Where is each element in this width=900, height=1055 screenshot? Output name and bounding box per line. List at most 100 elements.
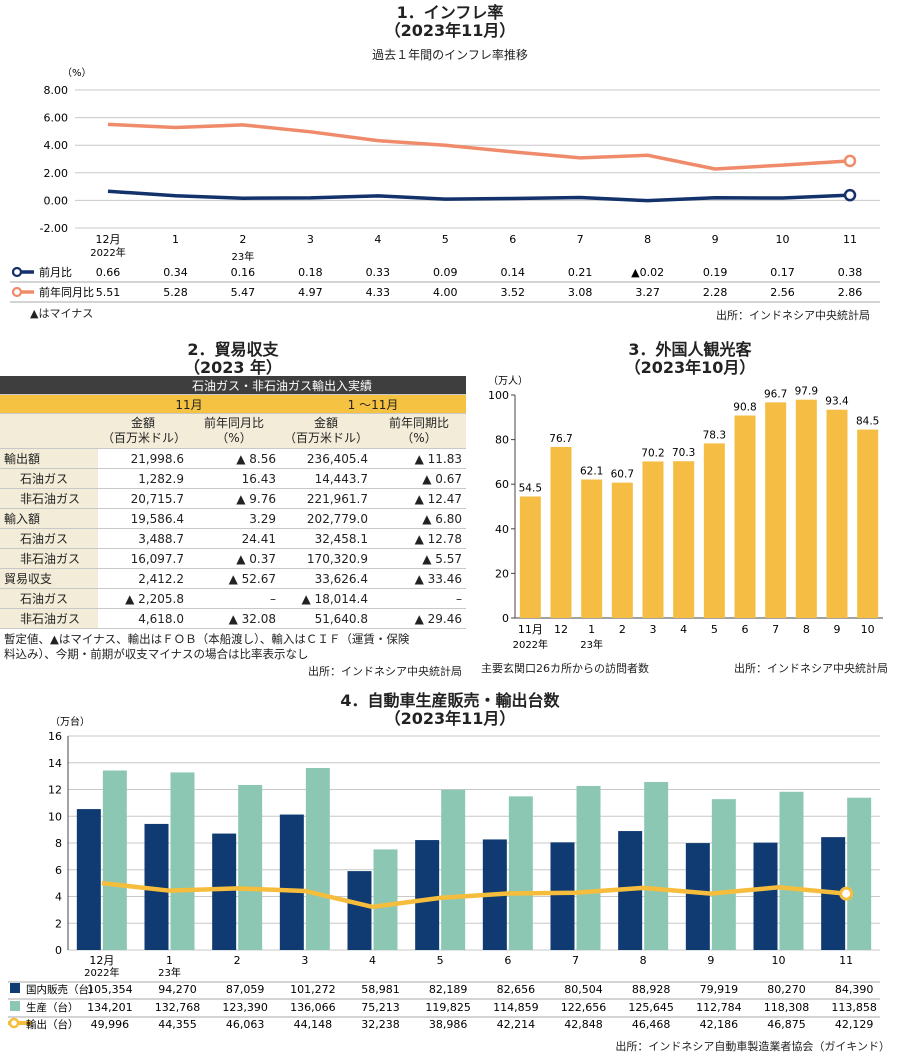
- cell-ytd-amt: 32,458.1: [280, 528, 372, 549]
- series-end-marker: [839, 886, 854, 901]
- y-tick-label: -2.00: [40, 222, 68, 235]
- cell-label: 石油ガス: [0, 588, 98, 609]
- auto-title: 4．自動車生産販売・輸出台数: [340, 691, 560, 710]
- data-value-label: 0.33: [366, 266, 391, 279]
- bar-value-label: 70.3: [672, 447, 695, 459]
- y-tick-label: 2: [55, 917, 62, 930]
- x-tick-label: 10: [772, 954, 786, 967]
- cell-ytd-yoy: –: [372, 588, 467, 609]
- data-value-label: 122,656: [561, 1001, 607, 1014]
- data-value-label: 125,645: [628, 1001, 674, 1014]
- data-value-label: 80,504: [564, 983, 603, 996]
- legend-swatch: [10, 983, 20, 993]
- cell-label: 非石油ガス: [0, 608, 98, 629]
- x-tick-label: 12: [554, 623, 568, 636]
- cell-ytd-amt: 202,779.0: [280, 508, 372, 529]
- data-value-label: 136,066: [290, 1001, 336, 1014]
- bar-value-label: 54.5: [519, 482, 542, 494]
- production-bar: [102, 770, 127, 950]
- tourist-chart: （万人） 0 20 40 60 80 100 54.5 11月 76.7 12 62.1 1 60.7 2 7…: [488, 375, 883, 651]
- data-value-label: 0.21: [568, 266, 593, 279]
- y-tick-label: 12: [48, 784, 62, 797]
- data-value-label: 0.38: [838, 266, 863, 279]
- data-value-label: 134,201: [87, 1001, 133, 1014]
- cell-nov-yoy: ▲ 8.56: [188, 448, 280, 469]
- data-value-label: 132,768: [155, 1001, 201, 1014]
- cell-nov-amt: 19,586.4: [98, 508, 188, 529]
- x-tick-label: 4: [369, 954, 376, 967]
- data-value-label: 4.00: [433, 286, 458, 299]
- tourist-bar: [550, 446, 572, 618]
- y-tick-label: 16: [48, 730, 62, 743]
- data-value-label: 42,214: [497, 1018, 536, 1031]
- export-series-line: [101, 880, 847, 910]
- x-tick-label: 11: [839, 954, 853, 967]
- bar-value-label: 96.7: [764, 388, 787, 400]
- cell-nov-amt: ▲ 2,205.8: [98, 588, 188, 609]
- col-yoy-ytd: 前年同期比 （%）: [372, 413, 467, 449]
- x-tick-label: 7: [572, 954, 579, 967]
- data-value-label: 0.16: [231, 266, 256, 279]
- data-value-label: 42,186: [700, 1018, 739, 1031]
- x-tick-label: 5: [437, 954, 444, 967]
- data-value-label: 0.09: [433, 266, 458, 279]
- y-tick-label: 20: [495, 567, 509, 580]
- data-value-label: 46,875: [767, 1018, 806, 1031]
- cell-nov-yoy: 24.41: [188, 528, 280, 549]
- data-value-label: 42,129: [835, 1018, 874, 1031]
- yoy-series-line: [107, 122, 851, 171]
- y-tick-label: 100: [488, 389, 509, 402]
- y-tick-label: 0.00: [44, 194, 69, 207]
- series-end-marker: [843, 188, 857, 202]
- bar-value-label: 70.2: [641, 447, 664, 459]
- x-tick-label: 6: [504, 954, 511, 967]
- tourist-note: 主要玄関口26カ所からの訪問者数: [481, 662, 649, 675]
- cell-ytd-amt: 14,443.7: [280, 468, 372, 489]
- x-tick-label: 3: [650, 623, 657, 636]
- data-value-label: 118,308: [764, 1001, 810, 1014]
- table-row: 石油ガス ▲ 2,205.8– ▲ 18,014.4–: [0, 588, 467, 609]
- x-year-label: 23年: [158, 966, 181, 979]
- x-year-label: 2022年: [84, 966, 119, 979]
- data-value-label: 3.27: [635, 286, 660, 299]
- cell-label: 貿易収支: [0, 568, 98, 589]
- auto-subtitle: （2023年11月）: [384, 709, 516, 728]
- production-bar: [711, 799, 736, 950]
- legend-marker: [11, 266, 23, 278]
- auto-source: 出所：インドネシア自動車製造業者協会（ガイキンド）: [615, 1040, 890, 1053]
- data-value-label: 2.28: [703, 286, 728, 299]
- inflation-source: 出所：インドネシア中央統計局: [716, 309, 870, 322]
- y-tick-label: 0: [55, 944, 62, 957]
- tourist-bar: [826, 409, 848, 618]
- data-value-label: 4.33: [366, 286, 391, 299]
- cell-nov-amt: 21,998.6: [98, 448, 188, 469]
- bar-value-label: 93.4: [825, 396, 849, 408]
- tourist-bar: [795, 399, 817, 618]
- table-row: 非石油ガス 16,097.7 ▲ 0.37 170,320.9 ▲ 5.57: [0, 548, 467, 569]
- y-tick-label: 60: [495, 478, 509, 491]
- data-value-label: 114,859: [493, 1001, 539, 1014]
- x-tick-label: 8: [644, 233, 651, 246]
- x-tick-label: 4: [374, 233, 381, 246]
- y-tick-label: 80: [495, 434, 509, 447]
- trade-table: 石油ガス・非石油ガス輸出入実績 11月 1 ～11月 金額 （百万米ドル） 前年同月…: [0, 376, 467, 629]
- data-value-label: 4.97: [298, 286, 323, 299]
- trade-source: 出所：インドネシア中央統計局: [308, 665, 462, 678]
- production-bar: [508, 796, 533, 950]
- legend-label: 輸出（台）: [26, 1018, 79, 1031]
- y-tick-label: 2.00: [44, 167, 69, 180]
- data-value-label: 32,238: [361, 1018, 400, 1031]
- data-value-label: 2.56: [770, 286, 795, 299]
- y-tick-label: 6.00: [44, 112, 69, 125]
- y-tick-label: 8.00: [44, 84, 69, 97]
- table-row: 輸出額 21,998.6 ▲ 8.56 236,405.4 ▲ 11.83: [0, 448, 467, 469]
- cell-label: 非石油ガス: [0, 488, 98, 509]
- inflation-title: 1．インフレ率: [396, 3, 504, 22]
- x-tick-label: 1: [588, 623, 595, 636]
- data-value-label: 88,928: [632, 983, 671, 996]
- x-tick-label: 9: [834, 623, 841, 636]
- tourist-title: 3．外国人観光客: [628, 340, 752, 359]
- inflation-subtitle: （2023年11月）: [384, 21, 516, 40]
- x-tick-label: 10: [776, 233, 790, 246]
